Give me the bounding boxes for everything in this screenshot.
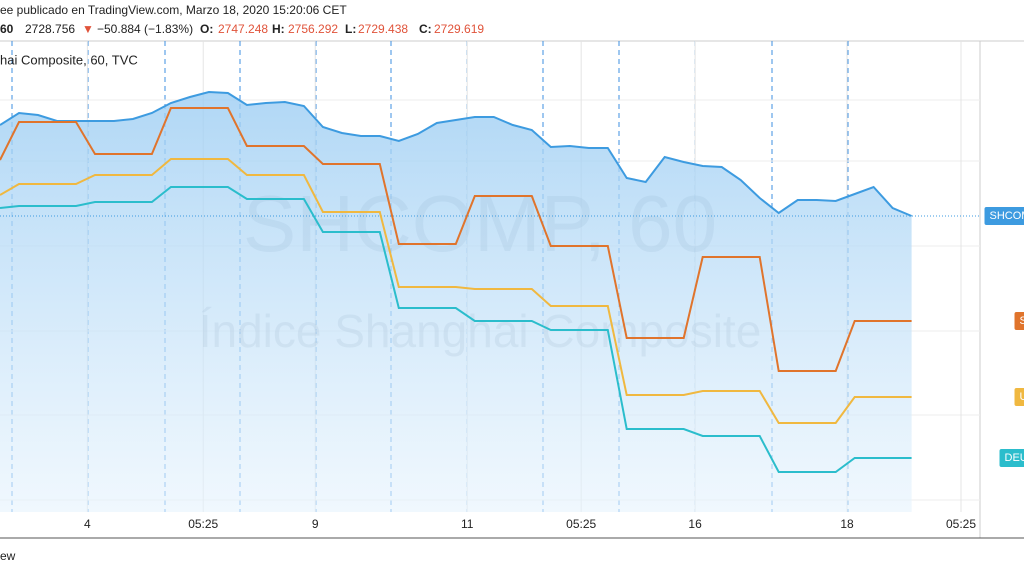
- change: −50.884 (−1.83%): [97, 22, 193, 36]
- price-label: DEU: [1005, 452, 1024, 464]
- price-label: U: [1020, 391, 1024, 403]
- o-label: O:: [200, 22, 213, 36]
- x-tick-label: 4: [84, 517, 91, 531]
- x-tick-label: 18: [840, 517, 854, 531]
- arrow: ▼: [82, 22, 94, 36]
- price: 2728.756: [25, 22, 75, 36]
- publisher: ee publicado en TradingView.com, Marzo 1…: [0, 3, 347, 17]
- l-label: L:: [345, 22, 356, 36]
- o: 2747.248: [218, 22, 268, 36]
- price-label: S: [1020, 315, 1024, 327]
- c: 2729.619: [434, 22, 484, 36]
- x-tick-label: 9: [312, 517, 319, 531]
- x-tick-label: 05:25: [566, 517, 596, 531]
- x-tick-label: 05:25: [946, 517, 976, 531]
- x-tick-label: 16: [688, 517, 702, 531]
- x-tick-label: 05:25: [188, 517, 218, 531]
- h-label: H:: [272, 22, 285, 36]
- c-label: C:: [419, 22, 432, 36]
- l: 2729.438: [358, 22, 408, 36]
- footer: ew: [0, 549, 16, 563]
- price-label: SHCOM: [990, 210, 1024, 222]
- h: 2756.292: [288, 22, 338, 36]
- interval: 60: [0, 22, 14, 36]
- x-tick-label: 11: [461, 517, 474, 531]
- legend: hai Composite, 60, TVC: [0, 52, 138, 67]
